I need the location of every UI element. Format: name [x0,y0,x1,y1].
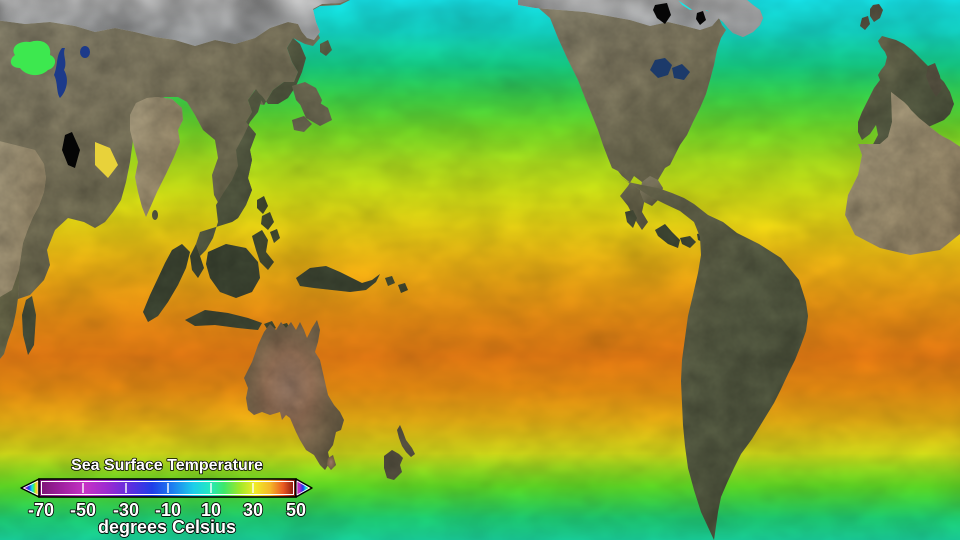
svg-text:50: 50 [286,500,306,520]
svg-text:degrees Celsius: degrees Celsius [98,517,236,537]
svg-text:30: 30 [243,500,263,520]
svg-text:-50: -50 [70,500,96,520]
svg-text:-70: -70 [28,500,54,520]
svg-text:Sea Surface Temperature: Sea Surface Temperature [71,457,263,474]
